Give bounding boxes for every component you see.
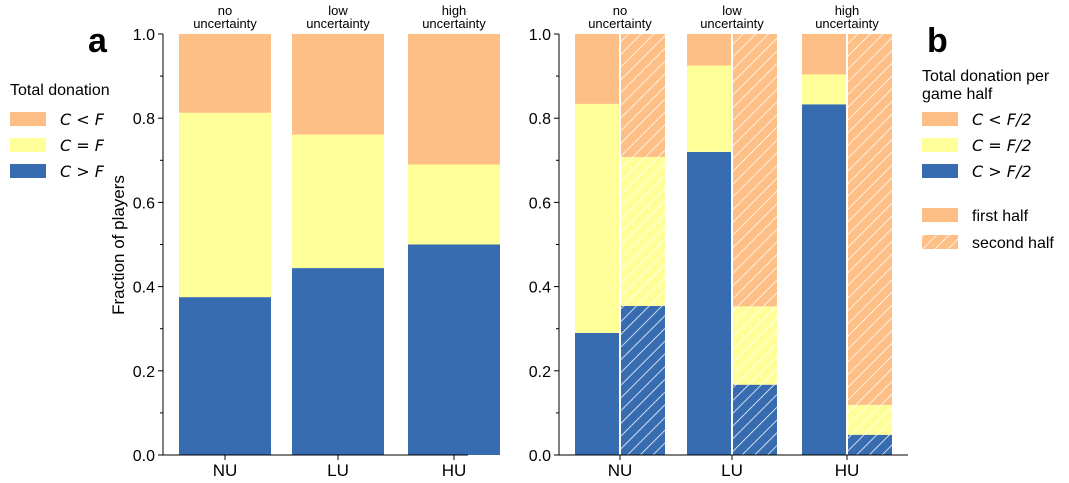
legend-b-swatch-2 — [922, 164, 958, 178]
top-labels-b: nouncertaintylowuncertaintyhighuncertain… — [588, 3, 879, 31]
bar-b-hatch-lu-0 — [733, 384, 777, 455]
top-label-a-2-line-2: uncertainty — [422, 16, 486, 31]
category-label-a-2: HU — [442, 461, 467, 480]
category-labels-b: NU LU HU — [608, 455, 860, 480]
category-label-a-0: NU — [213, 461, 238, 480]
y-tick-label-b-0: 0.0 — [529, 448, 551, 465]
panel-letter-a: a — [88, 22, 108, 60]
top-label-a-1-line-1: low — [328, 3, 348, 18]
y-tick-label-a-0: 0.0 — [133, 448, 155, 465]
y-ticks-b: 0.0 0.2 0.4 0.6 0.8 1.0 — [529, 27, 559, 465]
legend-a-label-2: C > F — [60, 162, 105, 181]
y-tick-label-a-5: 1.0 — [133, 27, 155, 44]
top-label-b-1-line-1: low — [722, 3, 742, 18]
legend-a-label-1: C = F — [60, 136, 105, 155]
y-tick-label-b-4: 0.8 — [529, 111, 551, 128]
bar-a-lu-2 — [292, 34, 384, 135]
chart-panel-b: 0.00.20.40.60.81.0 NU LU HU nouncertaintyl… — [529, 3, 908, 480]
legend-b-swatch-0 — [922, 112, 958, 126]
bar-a-nu-1 — [179, 112, 271, 298]
bar-a-nu-2 — [179, 34, 271, 113]
top-label-b-1-line-2: uncertainty — [700, 16, 764, 31]
bars-panel-b — [575, 34, 892, 455]
top-label-b-0-line-1: no — [613, 3, 627, 18]
bar-b-lu-first_half-0 — [687, 151, 731, 455]
legend-b-title-line-1: Total donation per — [922, 68, 1050, 85]
y-tick-label-a-2: 0.4 — [133, 280, 155, 297]
top-label-a-1-line-2: uncertainty — [306, 16, 370, 31]
category-label-b-0: NU — [608, 461, 633, 480]
y-tick-label-b-1: 0.2 — [529, 364, 551, 381]
panel-letter-b: b — [927, 22, 948, 60]
legend-b-label-2: C > F/2 — [972, 162, 1032, 181]
legend-a: Total donation C < F C = F C > F — [10, 82, 110, 181]
top-label-b-2-line-2: uncertainty — [815, 16, 879, 31]
top-label-a-2-line-1: high — [442, 3, 467, 18]
bar-b-hatch-lu-1 — [733, 306, 777, 385]
legend-b-half-label-0: first half — [972, 208, 1029, 225]
legend-b-swatch-1 — [922, 138, 958, 152]
bar-b-hatch-nu-0 — [621, 305, 665, 455]
category-label-b-1: LU — [721, 461, 743, 480]
legend-a-swatch-1 — [10, 138, 46, 152]
category-label-b-2: HU — [835, 461, 860, 480]
y-tick-label-b-2: 0.4 — [529, 280, 551, 297]
bar-a-lu-1 — [292, 134, 384, 269]
legend-b-half-hatch-1 — [922, 235, 958, 249]
chart-panel-a: 0.00.20.40.60.81.0 NU LU HU nouncertaintyl… — [133, 3, 500, 480]
legend-a-label-0: C < F — [60, 110, 105, 129]
category-labels-a: NU LU HU — [213, 455, 467, 480]
legend-b-half-swatch-0 — [922, 208, 958, 222]
bar-b-hu-first_half-2 — [802, 34, 846, 75]
bar-b-nu-first_half-0 — [575, 332, 619, 455]
legend-a-swatch-0 — [10, 112, 46, 126]
bar-b-hu-first_half-1 — [802, 74, 846, 105]
bar-a-lu-0 — [292, 268, 384, 455]
top-label-a-0-line-2: uncertainty — [193, 16, 257, 31]
y-tick-label-a-4: 0.8 — [133, 111, 155, 128]
y-ticks-a: 0.0 0.2 0.4 0.6 0.8 1.0 — [133, 27, 163, 465]
legend-b-half-label-1: second half — [972, 235, 1054, 252]
bar-b-nu-first_half-2 — [575, 34, 619, 104]
bar-b-hatch-nu-2 — [621, 34, 665, 157]
bar-b-lu-first_half-1 — [687, 65, 731, 152]
legend-b-label-0: C < F/2 — [972, 110, 1032, 129]
bar-b-hatch-hu-1 — [848, 404, 892, 435]
top-label-b-0-line-2: uncertainty — [588, 16, 652, 31]
top-label-b-2-line-1: high — [835, 3, 860, 18]
y-tick-label-a-1: 0.2 — [133, 364, 155, 381]
y-tick-label-b-3: 0.6 — [529, 195, 551, 212]
legend-a-title: Total donation — [10, 82, 110, 99]
bar-a-hu-0 — [408, 244, 500, 455]
legend-b-title-line-2: game half — [922, 86, 993, 103]
y-axis-label: Fraction of players — [109, 175, 128, 315]
bar-b-lu-first_half-2 — [687, 34, 731, 66]
bars-panel-a — [179, 34, 500, 455]
bar-b-nu-first_half-1 — [575, 103, 619, 333]
bar-a-nu-0 — [179, 297, 271, 455]
y-tick-label-a-3: 0.6 — [133, 195, 155, 212]
category-label-a-1: LU — [327, 461, 349, 480]
bar-a-hu-1 — [408, 164, 500, 245]
y-tick-label-b-5: 1.0 — [529, 27, 551, 44]
bar-a-hu-2 — [408, 34, 500, 165]
legend-a-swatch-2 — [10, 164, 46, 178]
legend-b-label-1: C = F/2 — [972, 136, 1032, 155]
top-labels-a: nouncertaintylowuncertaintyhighuncertain… — [193, 3, 486, 31]
bar-b-hu-first_half-0 — [802, 104, 846, 455]
bar-b-hatch-nu-1 — [621, 156, 665, 306]
bar-b-hatch-lu-2 — [733, 34, 777, 307]
bar-b-hatch-hu-2 — [848, 34, 892, 405]
top-label-a-0-line-1: no — [218, 3, 232, 18]
bar-b-hatch-hu-0 — [848, 434, 892, 455]
legend-b: Total donation per game half C < F/2 C = … — [922, 68, 1054, 252]
